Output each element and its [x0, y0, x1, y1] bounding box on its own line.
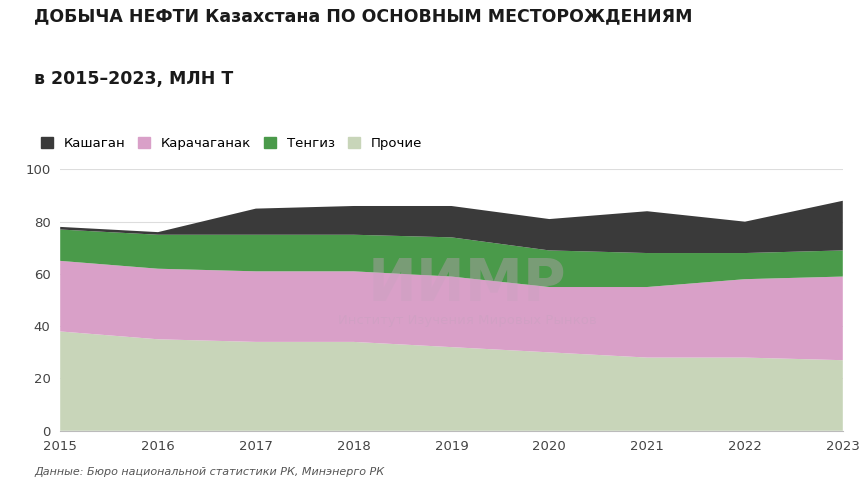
- Text: Институт Изучения Мировых Рынков: Институт Изучения Мировых Рынков: [338, 315, 597, 328]
- Text: ИИМР: ИИМР: [368, 256, 567, 313]
- Text: в 2015–2023, МЛН Т: в 2015–2023, МЛН Т: [34, 70, 234, 88]
- Text: ДОБЫЧА НЕФТИ Казахстана ПО ОСНОВНЫМ МЕСТОРОЖДЕНИЯМ: ДОБЫЧА НЕФТИ Казахстана ПО ОСНОВНЫМ МЕСТ…: [34, 7, 693, 25]
- Text: Данные: Бюро национальной статистики РК, Минэнерго РК: Данные: Бюро национальной статистики РК,…: [34, 467, 384, 477]
- Legend: Кашаган, Карачаганак, Тенгиз, Прочие: Кашаган, Карачаганак, Тенгиз, Прочие: [41, 137, 421, 150]
